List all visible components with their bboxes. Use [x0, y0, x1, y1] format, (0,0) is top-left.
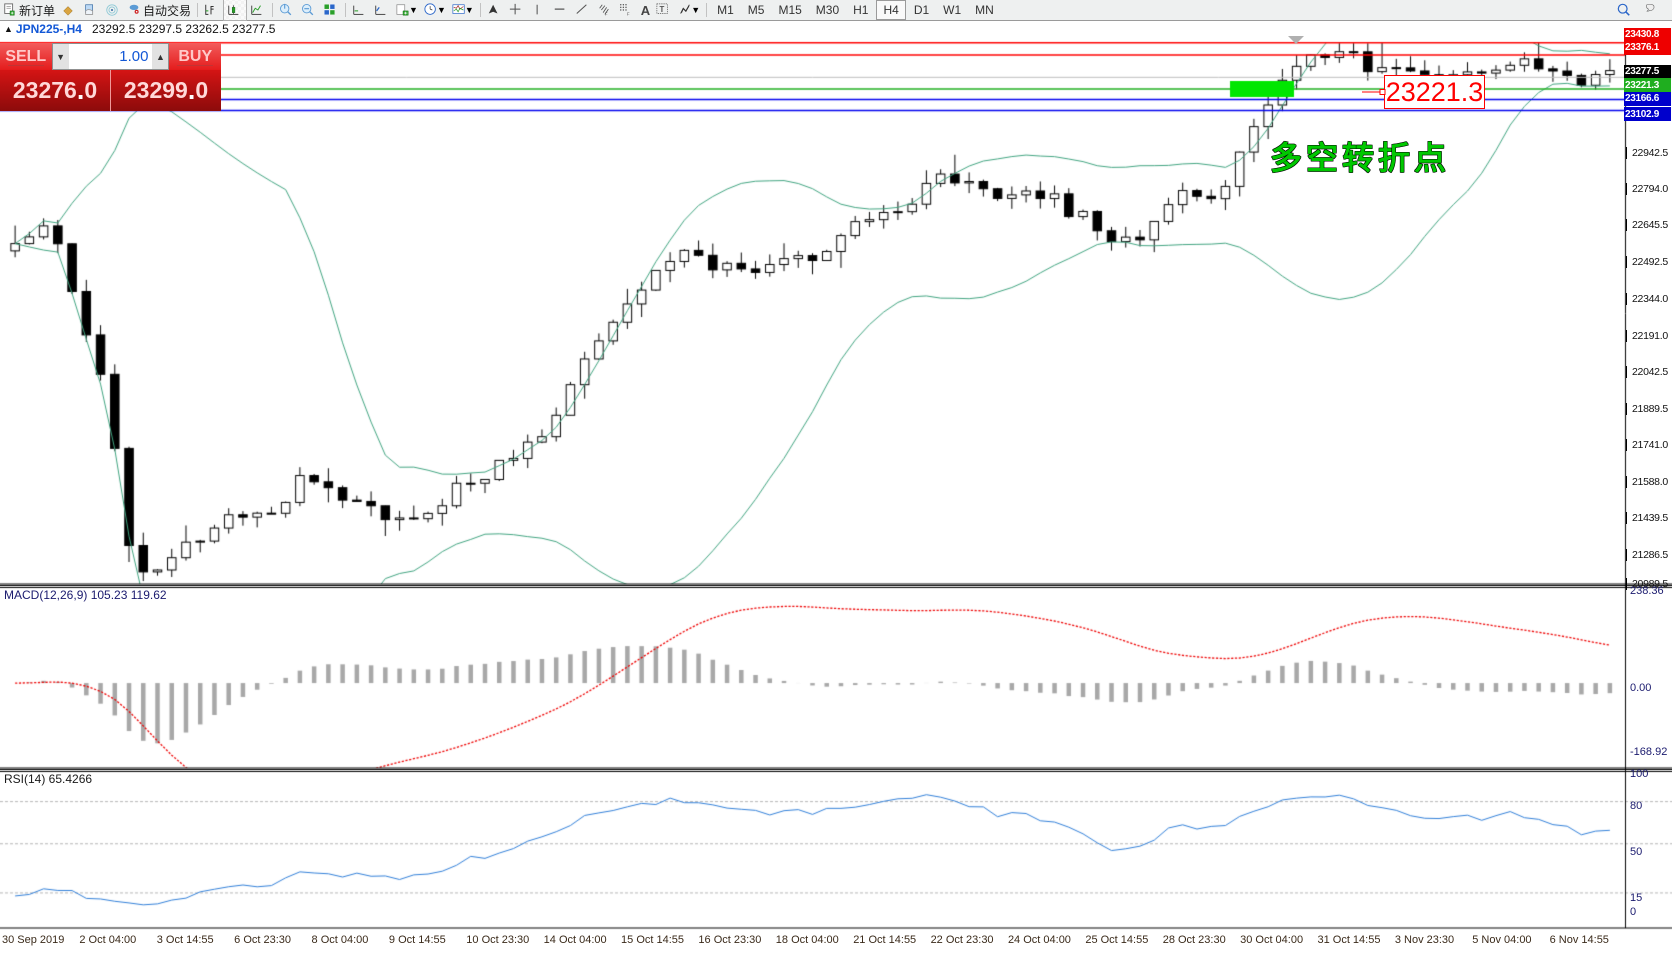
svg-text:T: T	[660, 5, 665, 14]
svg-text:F: F	[605, 11, 608, 16]
svg-text:F: F	[627, 11, 630, 16]
